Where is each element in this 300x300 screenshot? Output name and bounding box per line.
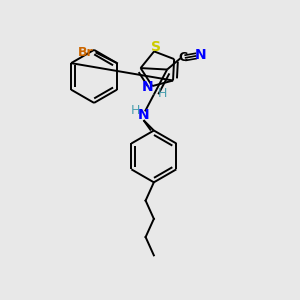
Text: N: N <box>195 48 207 62</box>
Text: N: N <box>142 80 154 94</box>
Text: H: H <box>130 104 140 117</box>
Text: H: H <box>158 87 167 100</box>
Text: Br: Br <box>78 46 94 59</box>
Text: C: C <box>178 51 187 64</box>
Text: S: S <box>151 40 160 54</box>
Text: N: N <box>138 108 149 122</box>
